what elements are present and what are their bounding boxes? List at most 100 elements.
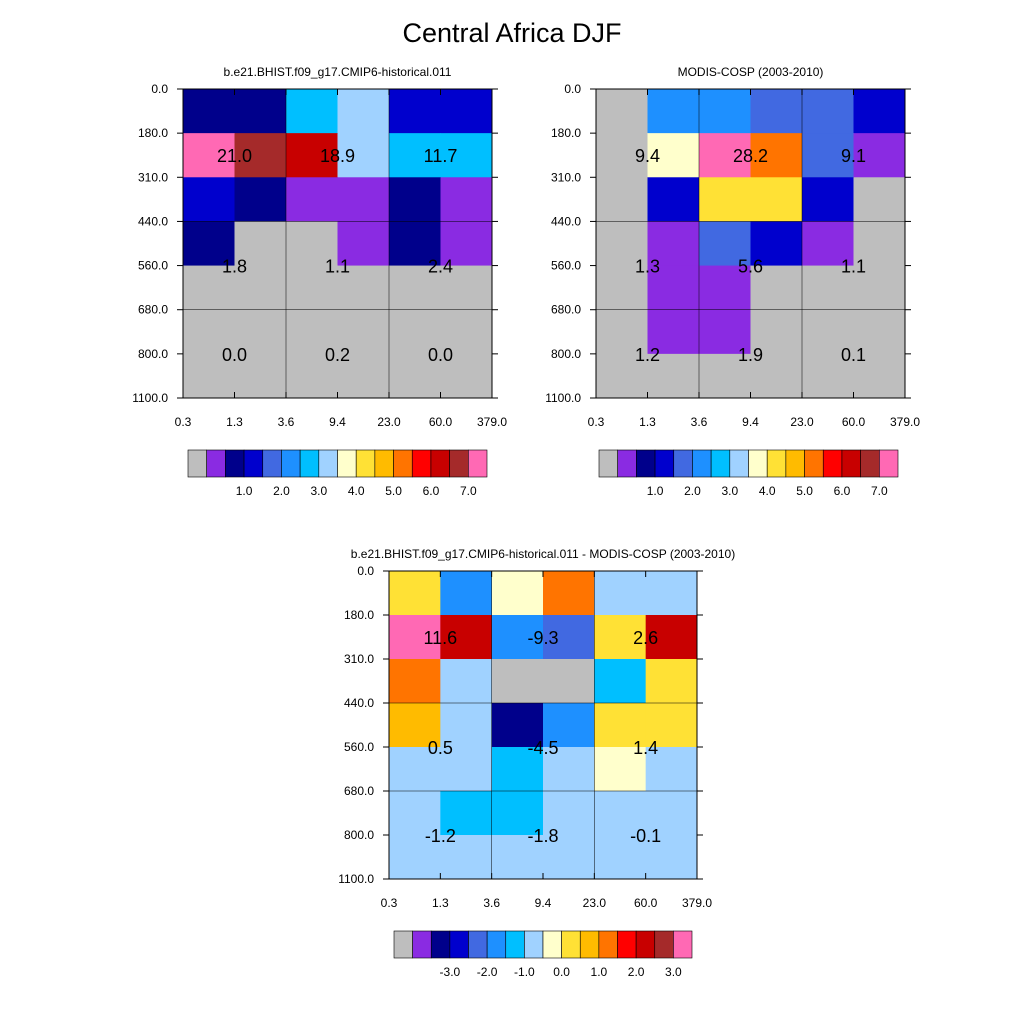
x-tick-label: 9.4 [742,415,759,429]
heatmap-cell [594,703,647,748]
y-tick-label: 310.0 [138,170,168,184]
cell-value-label: 1.1 [325,257,350,277]
colorbar-box [879,449,899,478]
x-tick-label: 0.3 [175,415,192,429]
colorbar-box [617,449,637,478]
cell-value-label: 1.9 [738,345,763,365]
heatmap-cell [389,309,441,355]
x-tick-label: 379.0 [890,415,920,429]
heatmap-cell [440,659,493,704]
colorbar-box [785,449,805,478]
heatmap-cell [234,133,287,178]
heatmap-cell [647,309,700,355]
heatmap-cell [286,89,338,134]
heatmap-cell [645,835,698,880]
heatmap-cell [337,309,390,355]
colorbar-label: 6.0 [423,484,440,498]
heatmap-cell [594,747,647,792]
heatmap-cell [645,747,698,792]
heatmap-cell [594,571,647,616]
heatmap-cell [389,571,441,616]
panel-title: MODIS-COSP (2003-2010) [678,65,824,79]
cell-value-label: 0.5 [428,738,453,758]
colorbar-box [804,449,824,478]
colorbar-box [468,449,488,478]
heatmap-cell [853,177,906,222]
colorbar-box [710,449,731,478]
cell-value-label: 0.0 [428,345,453,365]
heatmap-cell [596,177,648,222]
heatmap-cell [802,133,854,178]
heatmap-cell [491,615,544,660]
heatmap-cell [647,177,700,222]
heatmap-cell [750,177,803,222]
heatmap-cell [440,89,493,134]
heatmap-cell [286,353,338,399]
colorbar-label: -1.0 [514,965,535,979]
cell-value-label: 1.3 [635,257,660,277]
cell-value-label: -4.5 [527,738,558,758]
colorbar-box [262,449,282,478]
x-tick-label: 60.0 [634,896,658,910]
heatmap-cell [699,265,751,311]
colorbar: -3.0 -2.0 -1.0 0.0 1.0 2.0 3.0 [393,930,693,979]
heatmap-cell [802,221,854,267]
heatmap-cell [337,265,390,311]
x-tick-label: 379.0 [477,415,507,429]
cell-value-label: -1.2 [425,826,456,846]
heatmap-cell [183,177,235,222]
heatmap-cell [389,265,441,311]
heatmap-cell [543,659,595,704]
heatmap-cell [440,703,493,748]
y-tick-label: 680.0 [551,303,581,317]
heatmap-cell [440,265,493,311]
heatmap-cell [440,747,493,792]
cell-value-label: 9.1 [841,146,866,166]
heatmap-cell [183,265,235,311]
cell-value-label: -1.8 [527,826,558,846]
colorbar-label: 3.0 [721,484,738,498]
heatmap-cell [337,177,390,222]
colorbar-label: 4.0 [759,484,776,498]
colorbar-box [449,449,469,478]
heatmap-cell [699,89,751,134]
heatmap-cell [596,265,648,311]
colorbar-box [635,930,656,959]
colorbar-box [729,449,749,478]
colorbar-box [841,449,861,478]
panel-2: MODIS-COSP (2003-2010) 9.4 28.2 9.1 1.3 5.6 1.… [545,65,920,498]
heatmap-cell [645,703,698,748]
x-tick-label: 60.0 [429,415,453,429]
cell-value-label: 1.1 [841,257,866,277]
y-tick-label: 1100.0 [132,391,168,405]
panel-title: b.e21.BHIST.f09_g17.CMIP6-historical.011 [224,65,452,79]
heatmap-cell [699,177,751,222]
colorbar-box [281,449,301,478]
heatmap-cell [440,835,493,880]
heatmap-cell [440,791,493,836]
cell-value-label: 0.2 [325,345,350,365]
heatmap-cell [594,835,647,880]
colorbar-label: 3.0 [665,965,682,979]
heatmap-cell [389,353,441,399]
cell-value-label: 2.4 [428,257,453,277]
x-tick-label: 23.0 [583,896,607,910]
heatmap-cell [853,89,906,134]
cell-value-label: -0.1 [630,826,661,846]
heatmap-cell [596,133,648,178]
cell-value-label: 28.2 [733,146,768,166]
heatmap-cell [183,353,235,399]
colorbar-box [598,449,618,478]
figure-title: Central Africa DJF [402,18,622,48]
x-tick-label: 0.3 [588,415,605,429]
heatmap-cell [234,309,287,355]
heatmap-cell [389,221,441,267]
colorbar-box [393,449,413,478]
heatmap-cell [389,659,441,704]
colorbar-label: 2.0 [628,965,645,979]
heatmap-cell [802,177,854,222]
heatmap-cell [699,353,751,399]
heatmap-cell [491,659,544,704]
